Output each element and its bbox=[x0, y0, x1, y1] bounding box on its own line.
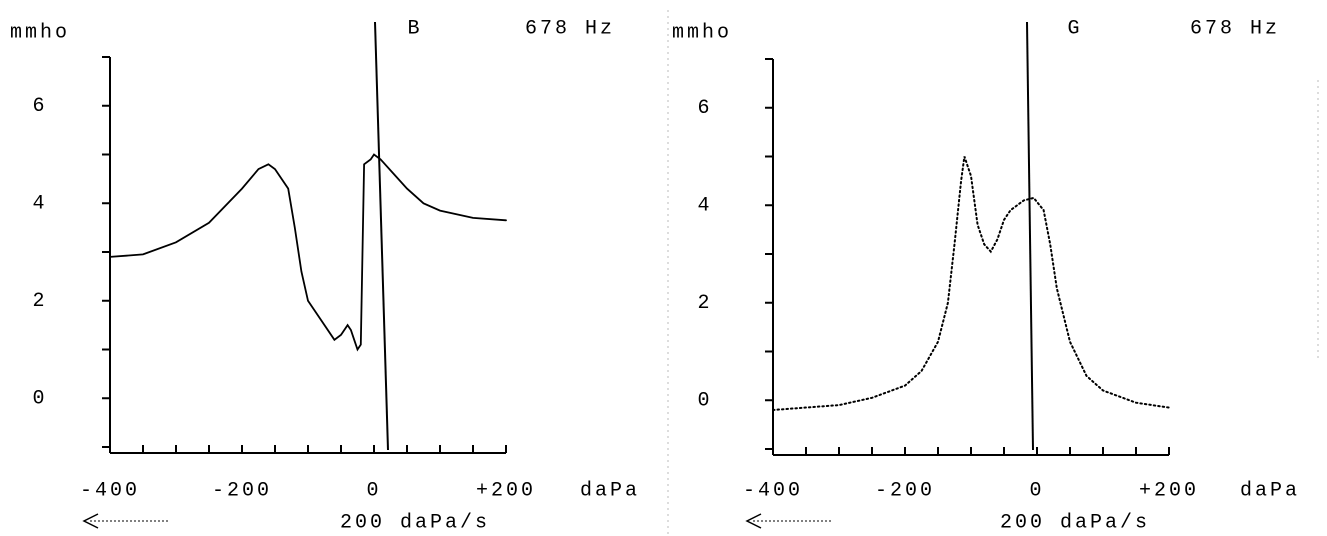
y-tick-label: 2 bbox=[32, 290, 47, 313]
y-tick-label: 6 bbox=[697, 97, 712, 120]
data-line bbox=[109, 153, 507, 352]
rate-arrow bbox=[82, 513, 170, 529]
rate-arrow bbox=[745, 513, 833, 529]
y-axis-label: mmho bbox=[672, 21, 732, 44]
chart-title: B bbox=[407, 17, 422, 40]
chart-title: G bbox=[1067, 17, 1082, 40]
chart-subtitle: 678 Hz bbox=[1190, 17, 1280, 40]
y-tick-label: 6 bbox=[32, 95, 47, 118]
x-axis-unit: daPa bbox=[580, 479, 640, 502]
x-tick-label: 0 bbox=[366, 479, 381, 502]
data-line bbox=[772, 156, 1170, 411]
y-tick-label: 0 bbox=[697, 390, 712, 413]
y-tick-label: 0 bbox=[32, 388, 47, 411]
x-tick-label: +200 bbox=[1139, 479, 1199, 502]
pressure-indicator bbox=[1026, 21, 1034, 451]
y-tick-label: 2 bbox=[697, 292, 712, 315]
chart-subtitle: 678 Hz bbox=[525, 17, 615, 40]
x-tick-label: -400 bbox=[743, 479, 803, 502]
x-tick-label: -200 bbox=[212, 479, 272, 502]
x-axis-unit: daPa bbox=[1240, 479, 1300, 502]
rate-label: 200 daPa/s bbox=[340, 511, 490, 534]
y-axis-label: mmho bbox=[10, 21, 70, 44]
x-tick-label: +200 bbox=[476, 479, 536, 502]
y-tick-label: 4 bbox=[32, 193, 47, 216]
pressure-indicator bbox=[374, 21, 389, 451]
x-tick-label: 0 bbox=[1029, 479, 1044, 502]
x-tick-label: -200 bbox=[875, 479, 935, 502]
rate-label: 200 daPa/s bbox=[1000, 511, 1150, 534]
x-tick-label: -400 bbox=[80, 479, 140, 502]
y-tick-label: 4 bbox=[697, 195, 712, 218]
